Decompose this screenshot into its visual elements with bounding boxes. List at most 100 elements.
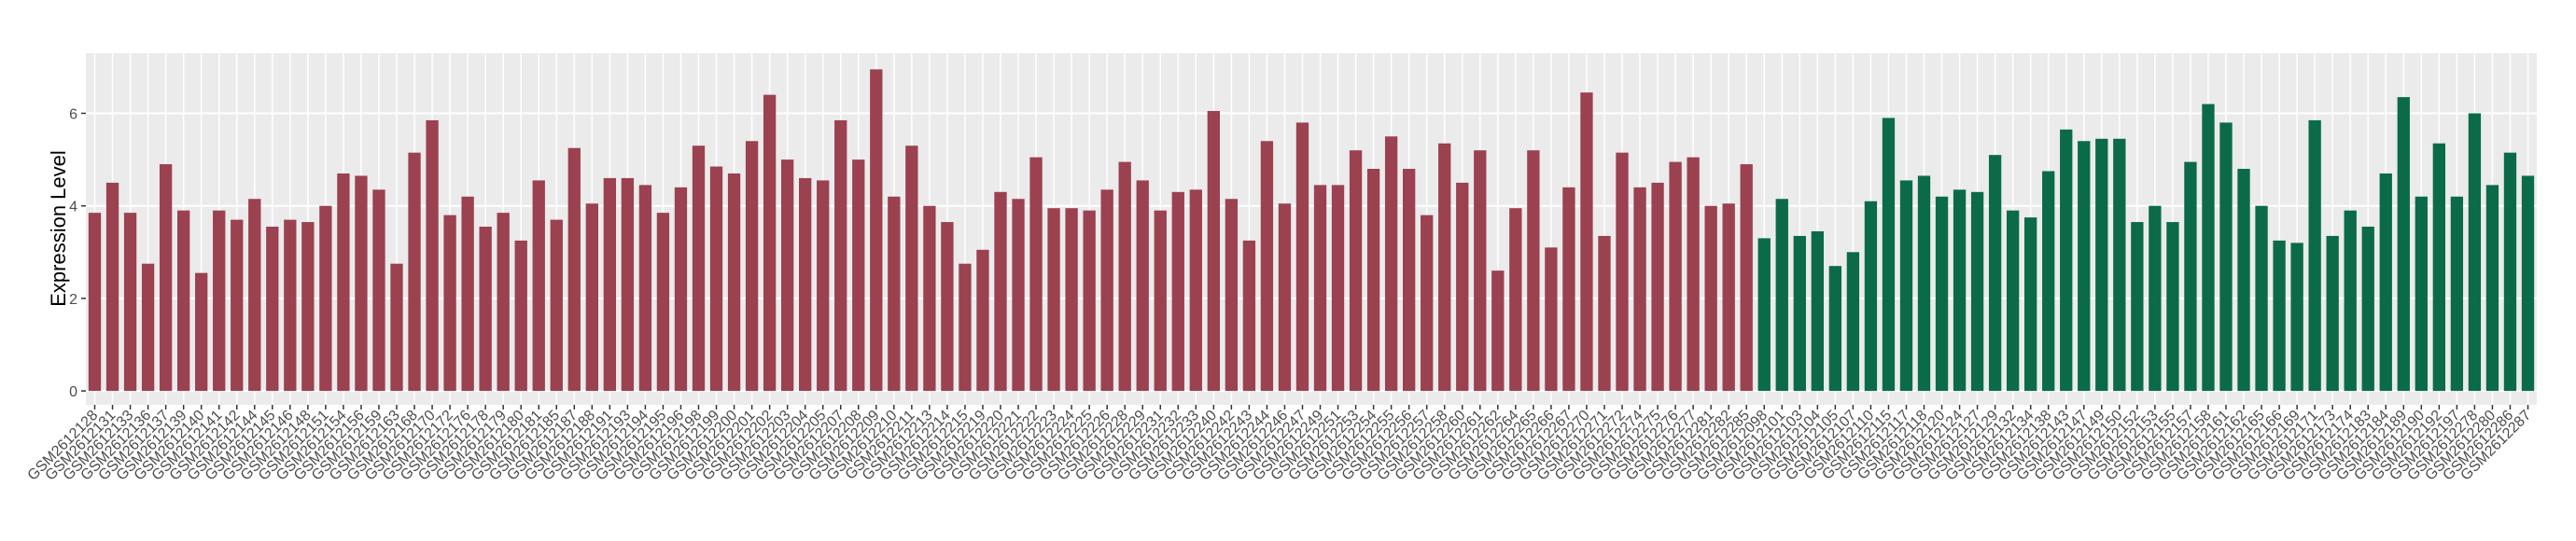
bar bbox=[176, 210, 190, 392]
bar bbox=[88, 213, 102, 392]
bar bbox=[1083, 210, 1096, 392]
bar bbox=[1545, 247, 1558, 392]
bar bbox=[1793, 235, 1806, 392]
bar bbox=[2113, 138, 2126, 392]
bar bbox=[1917, 175, 1931, 392]
bar bbox=[745, 141, 759, 392]
bar bbox=[1474, 150, 1487, 392]
bar bbox=[923, 205, 936, 392]
bar bbox=[763, 94, 777, 392]
bar bbox=[994, 191, 1007, 392]
bar bbox=[497, 213, 510, 392]
bar bbox=[1740, 164, 1753, 392]
bar bbox=[532, 180, 545, 392]
y-axis-title: Expression Level bbox=[47, 150, 70, 307]
bar bbox=[1509, 208, 1522, 392]
bar bbox=[213, 210, 226, 392]
bar bbox=[426, 119, 439, 392]
bar bbox=[1100, 189, 1113, 392]
bar bbox=[266, 227, 279, 392]
bar bbox=[870, 69, 883, 392]
bar bbox=[319, 205, 332, 392]
bar bbox=[1366, 169, 1380, 392]
bar bbox=[2078, 141, 2091, 392]
bar bbox=[2290, 243, 2303, 392]
bar bbox=[1988, 155, 2002, 392]
bar bbox=[408, 152, 421, 392]
bar bbox=[479, 227, 492, 392]
bar bbox=[1899, 180, 1913, 392]
bar bbox=[1421, 215, 1434, 392]
bar bbox=[2361, 227, 2374, 392]
bar bbox=[1598, 235, 1611, 392]
bar bbox=[2202, 104, 2215, 392]
bar bbox=[1687, 157, 1700, 392]
bar bbox=[1171, 191, 1184, 392]
bar bbox=[1704, 205, 1717, 392]
bar bbox=[337, 173, 350, 392]
bar bbox=[461, 196, 474, 392]
bar bbox=[1225, 199, 1239, 392]
y-tick-label: 0 bbox=[69, 384, 77, 400]
bar bbox=[2255, 205, 2268, 392]
bar bbox=[2237, 169, 2250, 392]
bar bbox=[585, 203, 598, 392]
bar bbox=[284, 219, 297, 392]
bar bbox=[2379, 173, 2392, 392]
bar bbox=[1651, 182, 1664, 392]
bar bbox=[1047, 208, 1060, 392]
bar bbox=[2131, 222, 2144, 392]
bar bbox=[2095, 138, 2108, 392]
bar bbox=[1669, 161, 1682, 392]
bar bbox=[1154, 210, 1167, 392]
bar bbox=[674, 187, 688, 392]
bar bbox=[1864, 201, 1878, 392]
bar bbox=[1012, 199, 1025, 392]
bar bbox=[1527, 150, 1540, 392]
bar bbox=[2006, 210, 2020, 392]
bar bbox=[2149, 205, 2162, 392]
bar bbox=[1775, 199, 1788, 392]
bar bbox=[2397, 97, 2410, 392]
bar bbox=[2450, 196, 2464, 392]
bar bbox=[1278, 203, 1292, 392]
bar bbox=[603, 177, 617, 392]
bar bbox=[2485, 185, 2499, 392]
bar bbox=[1757, 238, 1771, 392]
bar bbox=[621, 177, 635, 392]
bar bbox=[390, 263, 403, 392]
bar bbox=[692, 146, 706, 392]
bar bbox=[1828, 266, 1842, 392]
y-tick-label: 4 bbox=[69, 200, 77, 215]
bar bbox=[355, 175, 368, 392]
bar bbox=[888, 196, 901, 392]
bar bbox=[656, 213, 670, 392]
bar bbox=[1118, 161, 1131, 392]
bar bbox=[2468, 113, 2482, 392]
bar bbox=[1065, 208, 1078, 392]
bar bbox=[1331, 185, 1345, 392]
bar bbox=[1616, 152, 1629, 392]
bar bbox=[248, 199, 261, 392]
bar bbox=[567, 147, 581, 392]
bar bbox=[2432, 143, 2446, 392]
bar bbox=[2503, 152, 2517, 392]
bar bbox=[231, 219, 244, 392]
bar bbox=[372, 189, 385, 392]
bar bbox=[1438, 143, 1451, 392]
bar bbox=[941, 222, 954, 392]
bar bbox=[1935, 196, 1949, 392]
bar bbox=[1189, 189, 1202, 392]
bar bbox=[2042, 171, 2055, 392]
bar bbox=[1882, 118, 1896, 392]
bar bbox=[105, 182, 119, 392]
bar bbox=[123, 213, 137, 392]
bar bbox=[1242, 240, 1256, 392]
bar bbox=[976, 249, 989, 392]
bar bbox=[1402, 169, 1416, 392]
bar bbox=[638, 185, 652, 392]
bar bbox=[1384, 136, 1398, 392]
bar bbox=[852, 160, 865, 392]
bar bbox=[1295, 122, 1309, 392]
